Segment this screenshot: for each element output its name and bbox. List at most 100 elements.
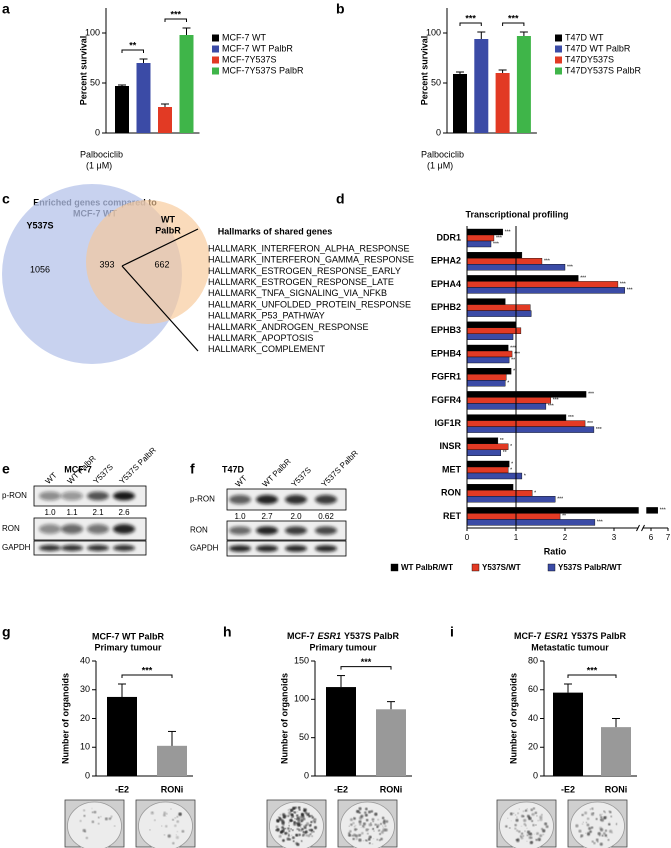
error-bar: [519, 31, 528, 36]
organoid: [283, 814, 285, 816]
lane-label: Y537S PalbR: [320, 448, 360, 488]
bar: [474, 39, 489, 133]
organoid: [517, 838, 520, 841]
organoid: [307, 816, 309, 818]
title-gene: ESR1: [317, 631, 341, 641]
significance-bracket: [340, 666, 392, 670]
blot-row-label: GAPDH: [190, 544, 219, 553]
organoid: [292, 820, 294, 822]
organoid: [545, 825, 549, 829]
organoid: [174, 824, 177, 828]
y-tick-label: DDR1: [436, 232, 461, 242]
lane-label: WT: [44, 471, 59, 486]
organoid: [589, 830, 592, 833]
organoid: [307, 831, 309, 833]
organoid: [514, 823, 517, 827]
blot-band: [256, 545, 278, 552]
organoid: [366, 832, 369, 835]
bar: [466, 228, 503, 236]
organoid: [615, 823, 617, 825]
organoid: [374, 812, 378, 816]
organoid: [361, 825, 364, 828]
error-bar: [337, 675, 345, 688]
organoid: [531, 820, 534, 823]
organoid: [350, 823, 353, 826]
y-tick-label: EPHB3: [431, 325, 461, 335]
organoid: [300, 826, 302, 828]
organoid: [348, 832, 351, 835]
x-axis-label: (1 μM): [427, 160, 453, 170]
bar: [466, 472, 523, 480]
significance-label: *: [510, 444, 512, 450]
organoid: [360, 827, 362, 829]
bar: [466, 333, 514, 340]
blot-band: [39, 491, 61, 501]
title-part: Y537S PalbR: [571, 631, 627, 641]
axis-break: [636, 524, 640, 532]
y-tick-label: 80: [528, 655, 538, 665]
organoid: [293, 811, 297, 814]
blot-band: [229, 494, 251, 505]
organoid: [353, 826, 356, 828]
organoid: [535, 838, 538, 841]
organoid: [311, 835, 313, 837]
bar: [466, 275, 579, 282]
organoid: [305, 827, 307, 830]
legend-swatch: [390, 563, 399, 572]
y-tick-label: FGFR4: [431, 395, 461, 405]
organoid: [304, 810, 307, 814]
organoid: [385, 820, 389, 823]
significance-label: *: [524, 473, 526, 479]
organoid: [526, 827, 528, 829]
y-tick-label: IGF1R: [434, 418, 461, 428]
organoid: [83, 814, 86, 817]
legend-label: WT PalbR/WT: [401, 563, 453, 572]
organoid: [525, 809, 527, 811]
organoid: [297, 811, 298, 813]
organoid: [97, 822, 100, 825]
organoid: [163, 811, 166, 815]
significance-label: ***: [493, 241, 499, 247]
x-tick-label: 2: [563, 533, 568, 542]
organoid: [604, 834, 608, 837]
organoid: [365, 807, 368, 811]
organoid: [166, 813, 168, 815]
organoid: [310, 814, 313, 817]
organoid: [309, 833, 312, 836]
organoid: [292, 815, 295, 818]
x-axis-label: Ratio: [544, 546, 567, 556]
bar: [136, 63, 151, 133]
organoid: [539, 815, 543, 819]
organoid: [371, 843, 373, 845]
bar: [466, 397, 551, 404]
bar: [466, 240, 492, 248]
organoid: [294, 818, 296, 820]
organoid: [296, 823, 301, 827]
y-axis-label: Percent survival: [78, 36, 88, 106]
organoid: [303, 807, 305, 810]
blot-row-label: p-RON: [190, 495, 215, 504]
organoid: [523, 823, 526, 826]
organoid: [293, 822, 297, 826]
bar: [466, 496, 556, 503]
organoid: [290, 809, 292, 811]
legend-label: MCF-7 WT: [222, 32, 266, 42]
blot-row-label: p-RON: [2, 491, 27, 500]
blot-band: [113, 491, 135, 501]
organoid: [371, 818, 375, 821]
blot-band: [87, 491, 109, 501]
panel-letter: e: [2, 461, 10, 477]
organoid: [84, 830, 87, 833]
set-name: PalbR: [155, 225, 181, 235]
blot-band: [39, 544, 61, 552]
legend-swatch: [555, 56, 562, 64]
bar: [115, 86, 129, 133]
bar: [466, 304, 531, 311]
organoid: [352, 822, 355, 825]
organoid: [528, 836, 532, 839]
organoid: [585, 821, 588, 824]
organoid: [97, 816, 100, 819]
hallmark: HALLMARK_COMPLEMENT: [208, 344, 326, 354]
significance-label: ***: [596, 427, 602, 433]
bar: [466, 234, 495, 242]
